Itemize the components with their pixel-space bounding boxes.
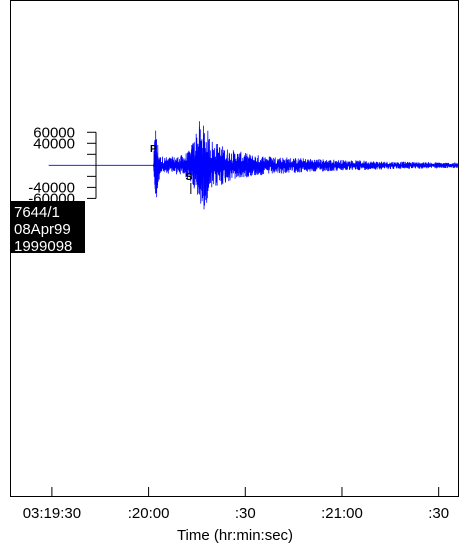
y-tick-label: 60000	[33, 124, 75, 141]
waveform-layer	[48, 121, 459, 210]
y-tick-label: 40000	[33, 135, 75, 152]
phase-markers: PS	[150, 144, 193, 194]
x-tick-label: :30	[428, 505, 449, 522]
phase-label-s: S	[186, 172, 193, 183]
y-tick-label: -40000	[28, 179, 75, 196]
waveform-trace	[48, 121, 459, 210]
x-tick-label: :21:00	[321, 505, 363, 522]
x-axis-title: Time (hr:min:sec)	[177, 527, 293, 544]
station-label-line-1: 7644/1	[14, 204, 60, 221]
station-label-box: 7644/1 08Apr99 1999098	[10, 201, 85, 255]
x-tick-label: 03:19:30	[23, 505, 81, 522]
phase-label-p: P	[150, 144, 157, 155]
station-label-line-3: 1999098	[14, 238, 72, 255]
x-tick-label: :20:00	[128, 505, 170, 522]
station-label-line-2: 08Apr99	[14, 221, 71, 238]
x-axis: 03:19:30 :20:00 :30 :21:00 :30	[23, 487, 449, 522]
x-tick-label: :30	[235, 505, 256, 522]
plot-frame	[10, 0, 459, 497]
